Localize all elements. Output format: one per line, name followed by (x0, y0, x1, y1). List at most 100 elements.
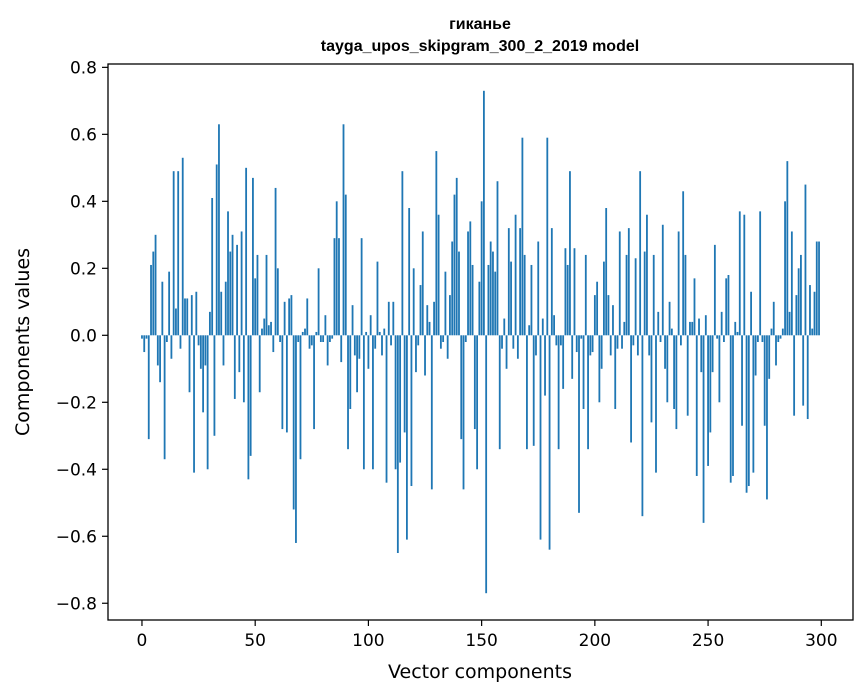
bar-112 (394, 335, 397, 470)
bar-68 (295, 335, 297, 543)
bar-35 (220, 291, 223, 336)
bar-54 (263, 318, 266, 336)
bar-142 (462, 335, 465, 490)
bar-101 (369, 315, 372, 336)
bar-83 (329, 335, 331, 342)
bar-6 (154, 234, 157, 336)
bar-278 (770, 328, 773, 336)
bar-4 (150, 264, 152, 336)
bar-43 (238, 335, 241, 373)
bar-17 (179, 335, 182, 349)
bar-102 (372, 335, 374, 470)
bar-126 (426, 305, 429, 336)
bar-164 (512, 335, 515, 349)
bar-252 (711, 335, 714, 373)
bar-296 (811, 328, 814, 336)
bar-89 (342, 124, 345, 336)
bar-27 (202, 335, 205, 413)
x-axis-label: Vector components (388, 661, 572, 683)
bar-177 (541, 318, 544, 336)
bar-189 (569, 171, 571, 336)
bar-231 (664, 335, 666, 369)
bar-95 (356, 335, 358, 393)
y-tick-label: 0.6 (70, 125, 97, 145)
bar-131 (437, 214, 440, 336)
bar-147 (473, 335, 476, 430)
bar-266 (743, 214, 746, 336)
bar-169 (523, 254, 526, 336)
bar-268 (747, 335, 750, 487)
bar-52 (258, 335, 261, 393)
bar-41 (233, 335, 236, 399)
bar-125 (424, 335, 426, 376)
bar-244 (693, 278, 696, 336)
bar-156 (494, 271, 497, 336)
bar-7 (156, 335, 159, 366)
bar-211 (618, 231, 621, 336)
bar-127 (428, 321, 431, 336)
bar-86 (335, 201, 338, 336)
bar-92 (349, 335, 352, 409)
bar-141 (460, 335, 463, 440)
x-tick-label: 100 (352, 631, 384, 651)
bar-120 (412, 268, 415, 336)
bar-114 (399, 335, 402, 463)
plot-frame (107, 63, 854, 621)
bar-274 (761, 335, 764, 342)
bar-24 (195, 291, 198, 336)
bar-299 (818, 241, 820, 336)
bar-230 (661, 224, 664, 336)
bar-124 (421, 231, 424, 336)
bar-277 (768, 335, 771, 379)
bar-159 (501, 335, 503, 349)
bar-132 (439, 335, 442, 349)
bar-130 (435, 151, 438, 336)
bar-23 (193, 335, 195, 473)
bar-253 (713, 244, 716, 336)
bar-139 (455, 177, 458, 336)
bar-172 (530, 264, 533, 336)
bar-209 (614, 335, 617, 409)
bar-263 (736, 331, 739, 336)
bar-188 (566, 264, 569, 336)
bar-32 (213, 335, 216, 436)
bar-163 (510, 261, 512, 336)
bar-220 (639, 171, 642, 336)
bar-70 (299, 335, 302, 460)
bar-166 (516, 335, 519, 359)
bar-267 (745, 335, 748, 493)
bar-1 (143, 335, 146, 353)
bar-103 (374, 335, 377, 349)
bar-129 (433, 301, 435, 336)
bar-212 (621, 335, 623, 349)
bar-276 (766, 335, 768, 500)
bar-190 (571, 335, 574, 379)
bar-108 (385, 335, 388, 483)
bar-22 (190, 295, 193, 336)
bar-40 (231, 234, 234, 336)
x-tick-label: 50 (244, 631, 266, 651)
bar-47 (247, 335, 250, 480)
y-tick-label: 0.8 (70, 58, 97, 78)
bar-186 (562, 335, 565, 389)
bar-264 (738, 211, 741, 336)
bar-225 (650, 335, 653, 423)
bar-171 (528, 325, 531, 336)
bar-51 (256, 254, 259, 336)
y-tick-label: −0.8 (56, 594, 97, 614)
bar-49 (252, 177, 254, 336)
bar-44 (240, 231, 243, 336)
bar-236 (675, 335, 678, 430)
bar-234 (670, 328, 673, 336)
bar-181 (550, 228, 553, 336)
bar-249 (704, 315, 707, 336)
bar-222 (643, 251, 646, 336)
bar-31 (211, 197, 214, 336)
bar-16 (177, 171, 180, 336)
bar-77 (315, 331, 318, 336)
bar-98 (362, 335, 365, 470)
bar-246 (698, 318, 700, 336)
bar-271 (754, 335, 757, 376)
bar-8 (159, 335, 161, 383)
bar-75 (310, 335, 313, 346)
